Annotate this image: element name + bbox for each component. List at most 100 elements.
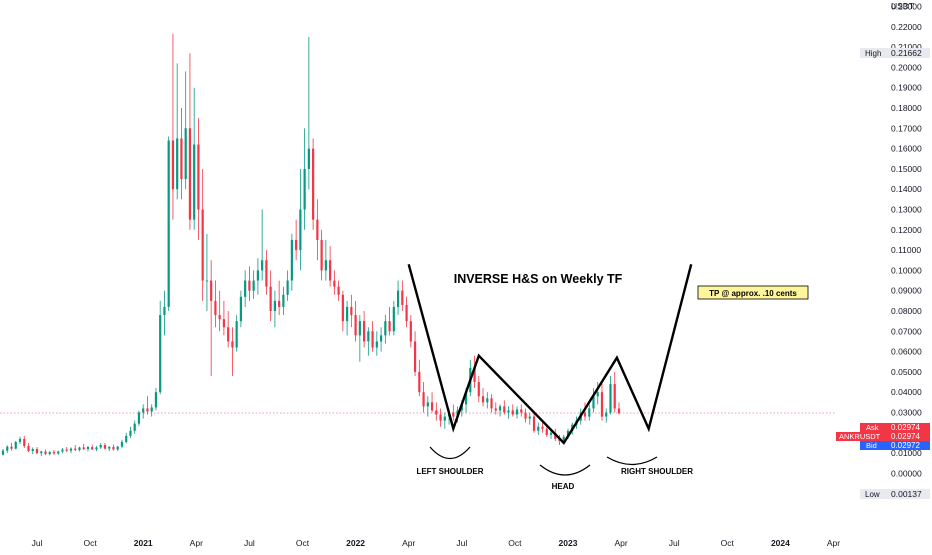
candle-body bbox=[498, 406, 502, 411]
candle bbox=[490, 394, 493, 413]
candle-body bbox=[184, 128, 187, 180]
y-tick-label: 0.06000 bbox=[891, 347, 922, 357]
candle-body bbox=[490, 398, 493, 409]
candle-body bbox=[74, 448, 77, 451]
candle bbox=[227, 311, 230, 348]
candle bbox=[44, 449, 47, 456]
candle bbox=[78, 446, 81, 452]
candle-body bbox=[188, 128, 192, 220]
candle bbox=[532, 410, 536, 433]
candle bbox=[18, 436, 22, 444]
candle bbox=[91, 444, 94, 451]
candle bbox=[528, 412, 531, 425]
y-tick-label: 0.01000 bbox=[891, 448, 922, 458]
candle bbox=[583, 402, 587, 421]
candle-body bbox=[350, 306, 353, 316]
candle-body bbox=[248, 280, 251, 291]
head-label: HEAD bbox=[552, 482, 575, 491]
candle bbox=[23, 435, 26, 449]
candle bbox=[269, 270, 272, 322]
y-tick-label: 0.19000 bbox=[891, 83, 922, 93]
candle bbox=[52, 450, 56, 455]
candle-body bbox=[341, 294, 344, 322]
candle-body bbox=[388, 321, 391, 332]
candle bbox=[82, 443, 85, 451]
candle-body bbox=[176, 138, 179, 190]
candle bbox=[86, 446, 90, 452]
candle-body bbox=[78, 447, 81, 451]
candle-body bbox=[95, 447, 98, 450]
candle bbox=[405, 296, 408, 328]
candle-body bbox=[116, 446, 119, 450]
candle-body bbox=[227, 327, 230, 342]
y-tick-label: 0.18000 bbox=[891, 103, 922, 113]
candle-body bbox=[103, 444, 107, 449]
candle bbox=[371, 321, 374, 352]
candle-body bbox=[159, 315, 162, 393]
candle bbox=[108, 446, 111, 452]
x-tick-label: Jul bbox=[32, 538, 43, 548]
left-shoulder-arc bbox=[429, 446, 471, 460]
candle bbox=[201, 168, 204, 301]
candle bbox=[116, 446, 119, 452]
candle-body bbox=[180, 138, 183, 180]
candle bbox=[333, 270, 336, 295]
candle-body bbox=[329, 260, 332, 281]
candle-body bbox=[52, 452, 56, 454]
high-label: High 0.21662 bbox=[860, 48, 930, 58]
candle-body bbox=[197, 144, 200, 210]
candle bbox=[388, 306, 391, 336]
y-tick-label: 0.00000 bbox=[891, 468, 922, 478]
candle bbox=[324, 239, 327, 281]
candle bbox=[278, 280, 281, 316]
candle-body bbox=[146, 408, 149, 412]
y-tick-label: 0.17000 bbox=[891, 123, 922, 133]
y-tick-label: 0.22000 bbox=[891, 22, 922, 32]
candle-body bbox=[252, 280, 255, 291]
candle-body bbox=[235, 321, 238, 348]
candle bbox=[596, 382, 599, 405]
y-tick-label: 0.20000 bbox=[891, 62, 922, 72]
candle-body bbox=[422, 392, 425, 407]
candle bbox=[316, 199, 319, 261]
candle bbox=[524, 408, 527, 423]
candle-body bbox=[392, 306, 395, 332]
candle-body bbox=[384, 321, 387, 336]
candle-body bbox=[494, 408, 497, 411]
candle bbox=[31, 447, 34, 455]
candle-body bbox=[61, 449, 64, 452]
candle-body bbox=[6, 446, 9, 451]
candle-body bbox=[409, 321, 412, 342]
x-tick-label: Oct bbox=[296, 538, 310, 548]
candle-body bbox=[583, 412, 587, 417]
candle-body bbox=[528, 416, 531, 419]
chart-title: INVERSE H&S on Weekly TF bbox=[454, 272, 623, 286]
candle bbox=[498, 404, 502, 417]
candle bbox=[48, 451, 51, 456]
candle-body bbox=[609, 384, 612, 413]
candle-body bbox=[520, 409, 523, 413]
y-tick-label: 0.08000 bbox=[891, 306, 922, 316]
candle-body bbox=[265, 260, 268, 287]
x-tick-label: 2021 bbox=[134, 538, 153, 548]
candle-body bbox=[312, 148, 315, 220]
candle bbox=[10, 442, 13, 451]
candle-body bbox=[303, 168, 306, 210]
candle-body bbox=[507, 410, 510, 413]
candle bbox=[252, 270, 255, 299]
candle bbox=[197, 118, 200, 240]
candle-body bbox=[222, 319, 226, 328]
candle-body bbox=[273, 300, 276, 311]
candle-body bbox=[503, 406, 506, 413]
candle bbox=[592, 388, 595, 413]
y-tick-label: 0.12000 bbox=[891, 225, 922, 235]
candle-body bbox=[27, 446, 30, 452]
right-shoulder-arc bbox=[606, 456, 658, 466]
time-axis[interactable]: Jul Oct 2021 Apr Jul Oct 2022 Apr Jul Oct 2023 Apr J… bbox=[32, 538, 841, 548]
candle bbox=[35, 447, 39, 455]
target-label: TP @ approx. .10 cents bbox=[697, 285, 809, 300]
candle-body bbox=[120, 441, 124, 447]
candle-body bbox=[473, 367, 476, 383]
